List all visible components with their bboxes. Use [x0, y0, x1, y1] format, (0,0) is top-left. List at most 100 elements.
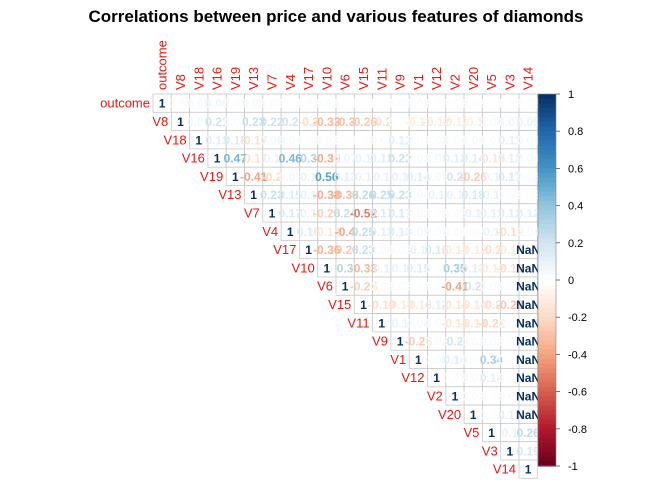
correlation-value: 0.14	[480, 371, 504, 385]
correlation-value: 1	[177, 115, 184, 129]
correlation-value: 0.03	[480, 335, 504, 349]
correlation-value: NaN	[516, 316, 540, 330]
correlation-value: -0.41	[441, 280, 469, 294]
correlation-value: 0.3	[337, 261, 354, 275]
row-labels: outcomeV8V18V16V19V13V7V4V17V10V6V15V11V…	[100, 96, 516, 477]
colorbar-segment	[538, 196, 556, 202]
correlation-value: 0.03	[425, 225, 449, 239]
colorbar-tick-label: 0	[568, 275, 574, 287]
correlation-value: 1	[232, 170, 239, 184]
correlation-value: 0.04	[480, 115, 504, 129]
colorbar-segment	[538, 112, 556, 118]
correlation-value: 0.1	[483, 188, 500, 202]
column-label: V12	[429, 67, 444, 90]
colorbar-segment	[538, 200, 556, 207]
correlation-value: 0.02	[407, 280, 431, 294]
colorbar-segment	[538, 317, 556, 323]
row-label: outcome	[100, 96, 150, 111]
correlation-value: 0.1	[355, 152, 372, 166]
column-labels: outcome V8 V18 V16 V19 V13 V7 V4 V17 V10 V6 V15 V11 V…	[155, 40, 536, 90]
colorbar-segment	[538, 145, 556, 151]
correlation-value: 0.02	[297, 133, 321, 147]
correlation-value: 0.23	[242, 115, 266, 129]
correlation-value: 0.1	[483, 170, 500, 184]
correlation-value: -0.33	[313, 115, 341, 129]
correlation-value: 1	[525, 463, 532, 477]
correlation-value: 0.1	[300, 170, 317, 184]
correlation-value: NaN	[516, 335, 540, 349]
colorbar-segment	[538, 228, 556, 235]
correlation-value: 1	[470, 408, 477, 422]
correlation-value: 0.02	[425, 280, 449, 294]
column-label: V4	[283, 74, 298, 90]
correlation-value: 0.05	[187, 97, 211, 111]
correlation-value: 0.13	[205, 133, 229, 147]
correlation-value: 0.02	[516, 170, 540, 184]
colorbar-segment	[538, 386, 556, 393]
correlation-value: 0.02	[224, 97, 248, 111]
colorbar-segment	[538, 433, 556, 439]
correlation-value: 0.02	[462, 353, 486, 367]
correlation-value: 0.03	[425, 133, 449, 147]
correlation-value: 0.03	[498, 316, 522, 330]
correlation-value: 0.02	[224, 115, 248, 129]
colorbar-segment	[538, 424, 556, 430]
correlation-value: -0.41	[240, 170, 268, 184]
correlation-value: 0.03	[370, 280, 394, 294]
correlation-value: -0.12	[460, 243, 488, 257]
colorbar-segment	[538, 428, 556, 435]
correlation-value: 0.1	[410, 243, 427, 257]
column-label: V10	[319, 67, 334, 90]
colorbar-segment	[538, 140, 556, 146]
correlation-value: 0.04	[425, 316, 449, 330]
correlation-value: -0.38	[313, 188, 341, 202]
correlation-value: 0.18	[462, 188, 486, 202]
colorbar-tick-label: -0.8	[568, 424, 587, 436]
colorbar-segment	[538, 205, 556, 211]
correlation-value: 0.22	[260, 115, 284, 129]
correlation-value: 0.03	[388, 97, 412, 111]
correlation-value: 0.02	[443, 97, 467, 111]
column-label: V20	[466, 67, 481, 90]
correlation-value: -0.13	[405, 298, 433, 312]
colorbar-segment	[538, 354, 556, 360]
colorbar-segment	[538, 270, 556, 276]
chart-title: Correlations between price and various f…	[88, 7, 583, 26]
correlation-value: 0.13	[333, 170, 357, 184]
correlation-value: 0.15	[407, 261, 431, 275]
colorbar-segment	[538, 298, 556, 304]
correlation-value: 0.03	[407, 206, 431, 220]
correlation-value: 0.23	[388, 188, 412, 202]
correlation-value: 0.13	[370, 225, 394, 239]
correlation-value: -0.14	[460, 298, 488, 312]
correlation-value: 0.07	[333, 152, 357, 166]
correlation-value: 0.1	[428, 188, 445, 202]
correlation-value: 0.03	[498, 389, 522, 403]
correlation-value: -0.11	[442, 115, 469, 129]
colorbar-segment	[538, 461, 556, 467]
colorbar-segment	[538, 373, 556, 379]
colorbar-segment	[538, 187, 556, 193]
row-label: V12	[401, 370, 424, 385]
column-label: V8	[173, 74, 188, 90]
column-label: V7	[264, 74, 279, 90]
column-label: V3	[502, 74, 517, 90]
correlation-value: -0.25	[313, 206, 341, 220]
colorbar-segment	[538, 214, 556, 221]
correlation-value: 0.06	[205, 97, 229, 111]
colorbar-segment	[538, 405, 556, 411]
colorbar-segment	[538, 368, 556, 374]
colorbar-segment	[538, 396, 556, 402]
correlation-value: 0.2	[282, 115, 299, 129]
correlation-value: -0.26	[331, 243, 359, 257]
correlation-value: 0.15	[224, 133, 248, 147]
colorbar-segment	[538, 452, 556, 458]
correlation-value: -0.15	[478, 152, 506, 166]
row-label: V9	[372, 334, 388, 349]
row-label: V18	[163, 132, 186, 147]
colorbar-segment	[538, 107, 556, 114]
correlation-value: -0.33	[350, 261, 378, 275]
correlation-value: 0.17	[388, 206, 412, 220]
correlation-value: NaN	[516, 243, 540, 257]
column-label: V6	[338, 74, 353, 90]
